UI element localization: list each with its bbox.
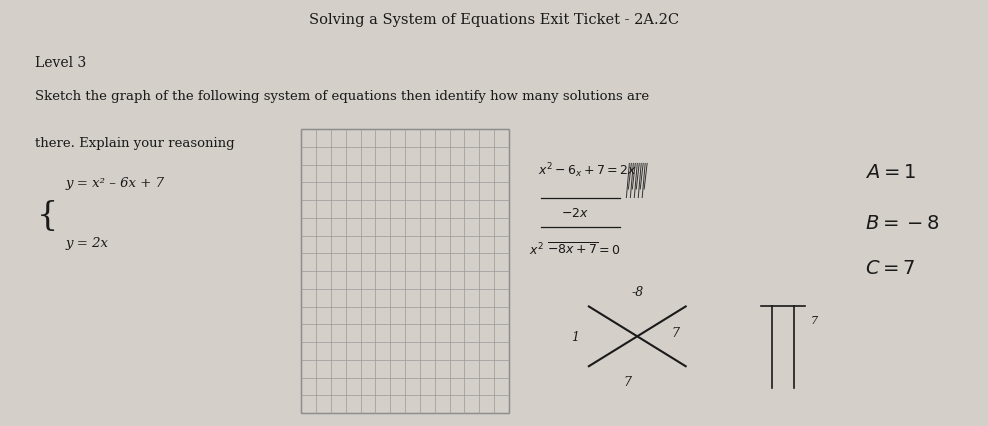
Text: Solving a System of Equations Exit Ticket - 2A.2C: Solving a System of Equations Exit Ticke… xyxy=(309,13,679,27)
Text: 7: 7 xyxy=(810,315,817,325)
Text: 7: 7 xyxy=(623,375,631,388)
Text: Level 3: Level 3 xyxy=(35,55,86,69)
Text: $C=7$: $C=7$ xyxy=(864,259,915,277)
Text: 7: 7 xyxy=(672,326,680,339)
Text: $x^2 - 6_x +7 = 2x$: $x^2 - 6_x +7 = 2x$ xyxy=(538,161,637,180)
Text: {: { xyxy=(37,199,58,231)
Bar xyxy=(301,130,509,413)
Text: 1: 1 xyxy=(571,330,579,343)
Text: $A=1$: $A=1$ xyxy=(864,164,916,181)
Text: -8: -8 xyxy=(631,285,643,298)
Text: $B=-8$: $B=-8$ xyxy=(864,215,939,233)
Text: y = x² – 6x + 7: y = x² – 6x + 7 xyxy=(65,177,164,190)
Text: $-2x$: $-2x$ xyxy=(561,207,589,219)
Text: y = 2x: y = 2x xyxy=(65,236,109,249)
Text: Sketch the graph of the following system of equations then identify how many sol: Sketch the graph of the following system… xyxy=(35,89,649,102)
Text: $x^2\ \overline{-8x+7} = 0$: $x^2\ \overline{-8x+7} = 0$ xyxy=(529,241,620,257)
Text: there. Explain your reasoning: there. Explain your reasoning xyxy=(35,136,234,149)
